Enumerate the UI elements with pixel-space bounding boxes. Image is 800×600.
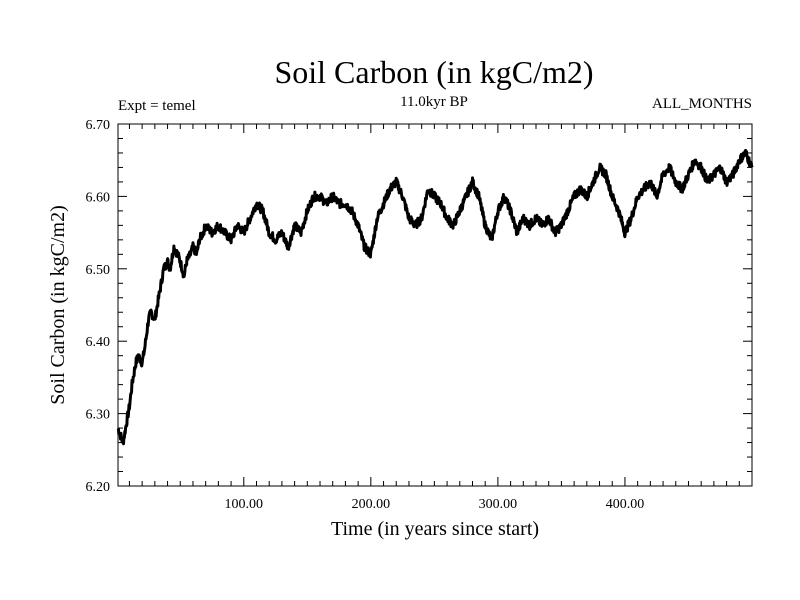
axis-ticks (118, 124, 752, 486)
x-tick-label: 300.00 (479, 497, 518, 512)
x-tick-label: 100.00 (225, 497, 264, 512)
experiment-label: Expt = temel (118, 98, 196, 114)
chart-subtitle: 11.0kyr BP (400, 94, 468, 110)
y-axis-label: Soil Carbon (in kgC/m2) (47, 205, 69, 404)
y-tick-label: 6.70 (86, 118, 111, 133)
chart-title: Soil Carbon (in kgC/m2) (274, 54, 593, 90)
x-axis-label: Time (in years since start) (331, 518, 539, 540)
y-tick-label: 6.60 (86, 190, 111, 205)
y-tick-label: 6.30 (86, 408, 111, 423)
y-tick-label: 6.40 (86, 335, 111, 350)
axis-tick-labels: 100.00 200.00 300.00 400.00 6.20 6.30 6.40 6.50… (86, 118, 645, 512)
months-label: ALL_MONTHS (652, 96, 752, 112)
x-tick-label: 400.00 (606, 497, 645, 512)
soil-carbon-series-line (116, 148, 754, 446)
plot-frame (117, 123, 753, 487)
x-tick-label: 200.00 (352, 497, 391, 512)
y-tick-label: 6.50 (86, 263, 111, 278)
y-tick-label: 6.20 (86, 480, 111, 495)
